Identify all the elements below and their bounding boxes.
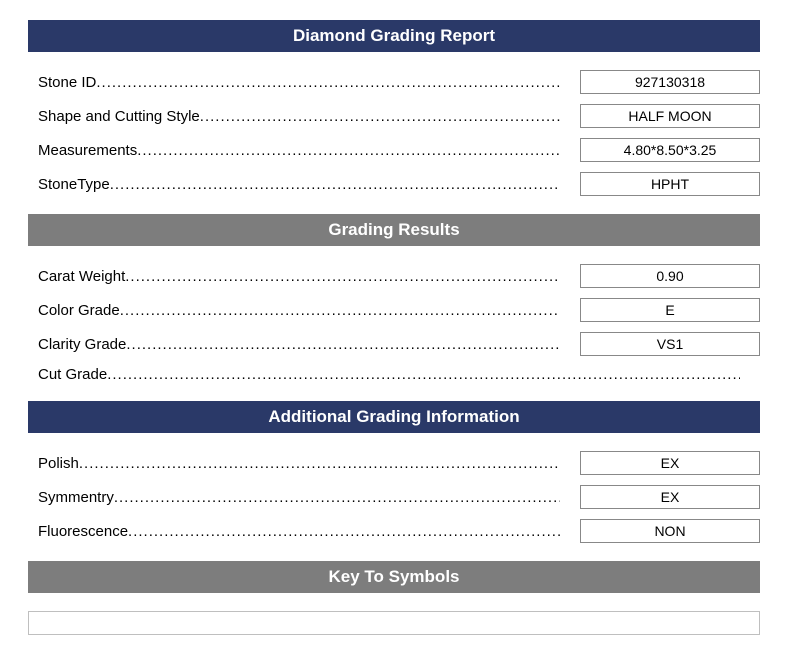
field-label: Carat Weight — [38, 268, 560, 285]
field-label-text: Stone ID — [38, 74, 96, 91]
field-row-fluorescence: Fluorescence NON — [28, 519, 760, 543]
field-label-text: StoneType — [38, 176, 110, 193]
field-label: Polish — [38, 455, 560, 472]
field-value: 0.90 — [580, 264, 760, 288]
field-value: E — [580, 298, 760, 322]
field-label: Measurements — [38, 142, 560, 159]
field-row-color-grade: Color Grade E — [28, 298, 760, 322]
symbols-header: Key To Symbols — [28, 561, 760, 593]
field-label-text: Symmentry — [38, 489, 114, 506]
field-label-text: Clarity Grade — [38, 336, 126, 353]
field-label-text: Polish — [38, 455, 79, 472]
field-row-stonetype: StoneType HPHT — [28, 172, 760, 196]
field-row-cut-grade: Cut Grade — [28, 366, 760, 383]
grading-fields: Carat Weight 0.90 Color Grade E Clarity … — [28, 264, 760, 383]
grading-header: Grading Results — [28, 214, 760, 246]
field-label-text: Cut Grade — [38, 366, 107, 383]
field-value: EX — [580, 485, 760, 509]
field-label-text: Measurements — [38, 142, 137, 159]
field-label: Shape and Cutting Style — [38, 108, 560, 125]
symbols-box — [28, 611, 760, 635]
field-value: NON — [580, 519, 760, 543]
field-label-text: Carat Weight — [38, 268, 125, 285]
field-value: 4.80*8.50*3.25 — [580, 138, 760, 162]
additional-header: Additional Grading Information — [28, 401, 760, 433]
field-row-symmetry: Symmentry EX — [28, 485, 760, 509]
field-value: HALF MOON — [580, 104, 760, 128]
field-row-clarity-grade: Clarity Grade VS1 — [28, 332, 760, 356]
field-label: Symmentry — [38, 489, 560, 506]
field-label: Color Grade — [38, 302, 560, 319]
field-label-text: Shape and Cutting Style — [38, 108, 200, 125]
field-label-text: Fluorescence — [38, 523, 128, 540]
field-label: Cut Grade — [38, 366, 740, 383]
field-label: Stone ID — [38, 74, 560, 91]
additional-fields: Polish EX Symmentry EX Fluorescence NON — [28, 451, 760, 543]
main-fields: Stone ID 927130318 Shape and Cutting Sty… — [28, 70, 760, 196]
field-label: Clarity Grade — [38, 336, 560, 353]
field-label: Fluorescence — [38, 523, 560, 540]
main-header: Diamond Grading Report — [28, 20, 760, 52]
field-label-text: Color Grade — [38, 302, 120, 319]
field-row-polish: Polish EX — [28, 451, 760, 475]
field-row-stone-id: Stone ID 927130318 — [28, 70, 760, 94]
field-row-carat-weight: Carat Weight 0.90 — [28, 264, 760, 288]
field-value: 927130318 — [580, 70, 760, 94]
field-value: HPHT — [580, 172, 760, 196]
field-value: EX — [580, 451, 760, 475]
field-label: StoneType — [38, 176, 560, 193]
field-row-shape: Shape and Cutting Style HALF MOON — [28, 104, 760, 128]
field-value: VS1 — [580, 332, 760, 356]
field-row-measurements: Measurements 4.80*8.50*3.25 — [28, 138, 760, 162]
